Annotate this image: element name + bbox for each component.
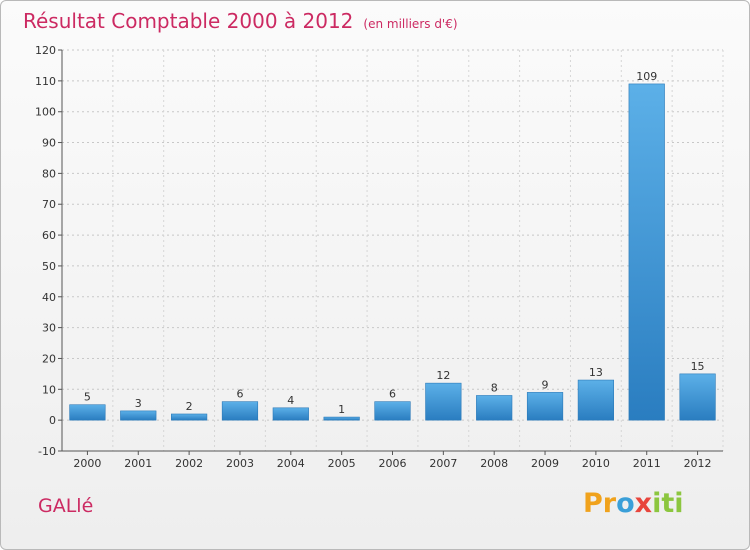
data-label-2009: 9 bbox=[542, 378, 549, 391]
bar-2012 bbox=[679, 373, 716, 421]
x-tick-label-2005: 2005 bbox=[328, 457, 356, 470]
y-tick-label: 40 bbox=[42, 291, 56, 304]
x-tick-label-2012: 2012 bbox=[684, 457, 712, 470]
y-tick-label: 90 bbox=[42, 137, 56, 150]
proxiti-logo[interactable]: Proxiti bbox=[583, 488, 684, 519]
x-tick-label-2009: 2009 bbox=[531, 457, 559, 470]
bar-2010 bbox=[577, 379, 614, 421]
data-label-2006: 6 bbox=[389, 388, 396, 401]
chart-title: Résultat Comptable 2000 à 2012 (en millie… bbox=[23, 9, 458, 33]
bar-2006 bbox=[374, 401, 411, 421]
logo-part-2: o bbox=[616, 488, 635, 519]
y-tick-label: 20 bbox=[42, 352, 56, 365]
x-tick-label-2001: 2001 bbox=[124, 457, 152, 470]
y-tick-label: 70 bbox=[42, 198, 56, 211]
x-tick-label-2003: 2003 bbox=[226, 457, 254, 470]
data-label-2007: 12 bbox=[436, 369, 450, 382]
y-tick-label: 60 bbox=[42, 229, 56, 242]
data-label-2008: 8 bbox=[491, 381, 498, 394]
data-label-2002: 2 bbox=[186, 400, 193, 413]
logo-part-4: iti bbox=[652, 488, 684, 519]
bar-2011 bbox=[628, 83, 665, 421]
data-label-2005: 1 bbox=[338, 403, 345, 416]
y-tick-label: 80 bbox=[42, 167, 56, 180]
y-tick-label: -10 bbox=[38, 445, 56, 458]
bar-2008 bbox=[476, 395, 513, 421]
y-tick-label: 110 bbox=[35, 75, 56, 88]
data-label-2004: 4 bbox=[287, 394, 294, 407]
data-label-2010: 13 bbox=[589, 366, 603, 379]
bar-2001 bbox=[120, 410, 157, 421]
bar-2002 bbox=[171, 413, 208, 421]
x-tick-label-2011: 2011 bbox=[633, 457, 661, 470]
x-tick-label-2010: 2010 bbox=[582, 457, 610, 470]
commune-name: GALlé bbox=[38, 495, 94, 517]
logo-part-3: x bbox=[634, 488, 653, 519]
bar-2009 bbox=[526, 392, 564, 421]
x-tick-label-2006: 2006 bbox=[379, 457, 407, 470]
logo-part-1: Pr bbox=[583, 488, 617, 519]
data-label-2000: 5 bbox=[84, 391, 91, 404]
y-tick-label: 0 bbox=[49, 414, 56, 427]
x-tick-label-2002: 2002 bbox=[175, 457, 203, 470]
bar-2005 bbox=[323, 416, 360, 421]
bar-2004 bbox=[272, 407, 309, 421]
chart-title-main: Résultat Comptable 2000 à 2012 bbox=[23, 9, 354, 33]
x-tick-label-2007: 2007 bbox=[429, 457, 457, 470]
bar-2007 bbox=[425, 382, 462, 421]
data-label-2001: 3 bbox=[135, 397, 142, 410]
y-tick-label: 30 bbox=[42, 322, 56, 335]
y-tick-label: 120 bbox=[35, 44, 56, 57]
chart-unit-label: (en milliers d'€) bbox=[363, 17, 458, 31]
data-label-2003: 6 bbox=[236, 388, 243, 401]
x-tick-label-2008: 2008 bbox=[480, 457, 508, 470]
data-label-2011: 109 bbox=[636, 70, 657, 83]
x-tick-label-2000: 2000 bbox=[73, 457, 101, 470]
y-tick-label: 50 bbox=[42, 260, 56, 273]
x-tick-label-2004: 2004 bbox=[277, 457, 305, 470]
y-tick-label: 10 bbox=[42, 383, 56, 396]
bar-2003 bbox=[221, 401, 259, 421]
data-label-2012: 15 bbox=[691, 360, 705, 373]
y-tick-label: 100 bbox=[35, 106, 56, 119]
bar-2000 bbox=[69, 404, 106, 421]
